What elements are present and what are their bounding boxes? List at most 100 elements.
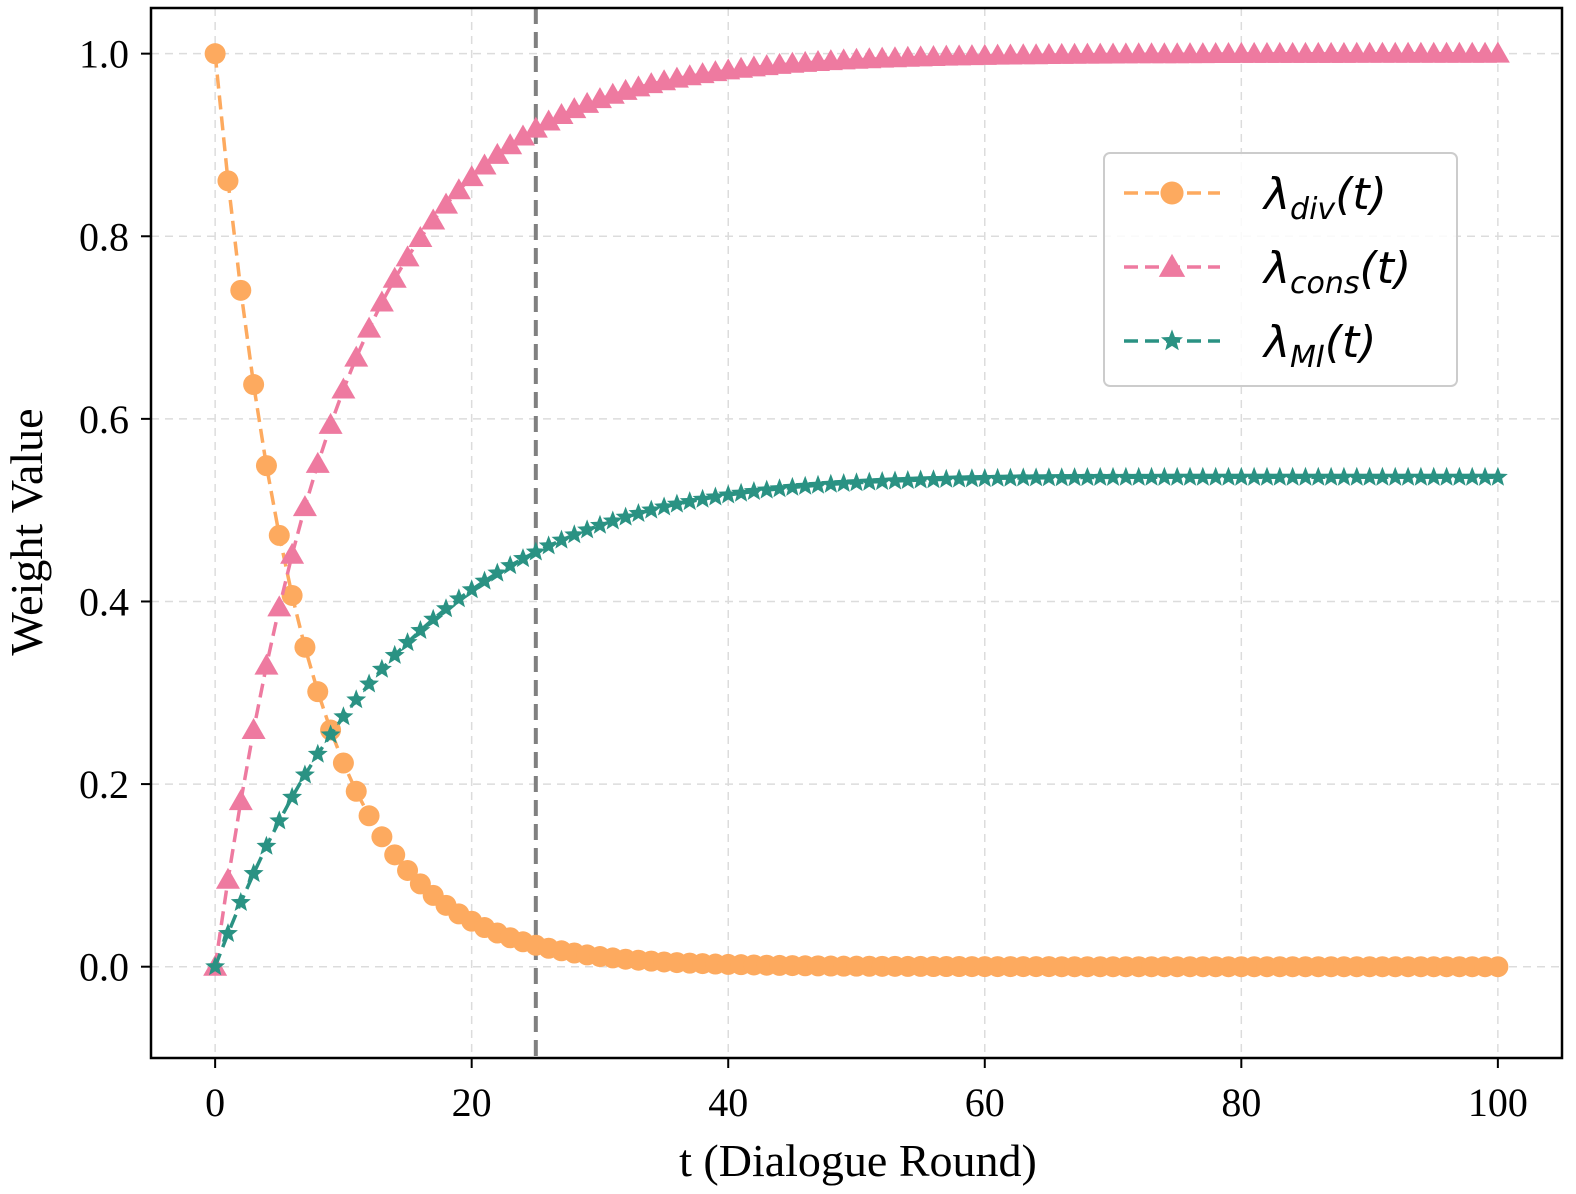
data-point — [833, 473, 854, 492]
data-point — [218, 923, 238, 942]
data-point — [421, 208, 446, 230]
x-tick-label: 80 — [1221, 1080, 1261, 1125]
data-point — [962, 468, 982, 488]
data-point — [1192, 466, 1213, 486]
data-point — [1485, 41, 1510, 63]
legend-item-mi: λMI(t) — [1124, 317, 1376, 375]
y-tick-label: 0.0 — [79, 945, 129, 990]
data-point — [1308, 466, 1329, 486]
data-point — [641, 499, 662, 519]
data-point — [808, 474, 828, 494]
data-point — [549, 103, 574, 125]
data-point — [1218, 466, 1239, 486]
data-point — [474, 570, 495, 590]
y-tick-label: 0.4 — [79, 579, 129, 624]
legend-label: λdiv(t) — [1262, 169, 1387, 227]
data-point — [679, 491, 700, 511]
data-point — [1064, 467, 1085, 487]
data-point — [397, 632, 418, 652]
data-point — [358, 805, 380, 827]
data-point — [692, 488, 713, 508]
data-point — [577, 519, 598, 539]
data-point — [318, 412, 343, 434]
data-point — [436, 598, 456, 618]
data-point — [1423, 466, 1444, 486]
data-point — [292, 495, 317, 517]
data-point — [459, 165, 484, 187]
y-tick-label: 0.8 — [79, 214, 129, 259]
data-point — [1321, 466, 1342, 486]
legend-box — [1103, 152, 1458, 387]
data-point — [1128, 466, 1149, 486]
data-point — [654, 496, 675, 516]
axis-ticks: 0 20 40 60 80 100 0.0 0.2 0.4 0.6 0.8 1.0 — [79, 32, 1528, 1125]
data-point — [307, 681, 329, 703]
data-point — [564, 524, 585, 544]
data-point — [820, 473, 841, 493]
x-tick-label: 100 — [1468, 1080, 1528, 1125]
data-point — [500, 555, 521, 575]
data-point — [1013, 467, 1034, 487]
data-point — [320, 724, 341, 744]
data-point — [371, 658, 392, 678]
data-point — [885, 470, 905, 490]
data-point — [1462, 466, 1483, 486]
data-point — [974, 468, 995, 487]
data-point — [269, 810, 290, 830]
x-tick-label: 60 — [965, 1080, 1005, 1125]
data-point — [498, 133, 523, 155]
data-point — [1244, 466, 1265, 486]
data-point — [1090, 466, 1111, 486]
data-point — [1487, 466, 1508, 486]
legend-label: λMI(t) — [1262, 317, 1376, 375]
data-point — [1103, 466, 1123, 486]
data-point — [923, 469, 944, 489]
data-point — [1077, 467, 1098, 486]
data-point — [525, 541, 546, 561]
data-point — [1475, 466, 1495, 486]
data-point — [1282, 466, 1303, 486]
data-point — [215, 867, 240, 889]
data-point — [718, 484, 739, 504]
y-tick-label: 1.0 — [79, 32, 129, 77]
data-point — [267, 595, 292, 617]
data-point — [1385, 466, 1406, 486]
data-point — [1167, 466, 1188, 486]
data-point — [204, 43, 226, 65]
data-point — [859, 471, 880, 491]
data-point — [205, 956, 226, 976]
legend-label: λcons(t) — [1262, 243, 1411, 301]
data-point — [423, 608, 444, 628]
data-point — [1000, 467, 1021, 487]
plot-frame — [149, 6, 1564, 1060]
data-point — [590, 514, 610, 534]
data-point — [628, 503, 649, 522]
data-point — [602, 510, 623, 530]
legend-marker — [1161, 329, 1183, 351]
data-point — [1346, 466, 1367, 486]
data-point — [331, 377, 356, 399]
legend-item-cons: λcons(t) — [1124, 243, 1411, 301]
series-div — [204, 43, 1509, 978]
data-point — [410, 620, 431, 639]
data-point — [1141, 466, 1162, 486]
data-point — [1231, 466, 1252, 486]
data-point — [1269, 466, 1290, 486]
x-tick-label: 0 — [205, 1080, 225, 1125]
data-point — [332, 752, 354, 774]
data-point — [280, 542, 305, 564]
data-point — [485, 142, 510, 164]
y-axis-label: Weight Value — [1, 408, 52, 655]
data-point — [1205, 466, 1226, 486]
data-point — [294, 636, 316, 658]
data-point — [397, 859, 419, 881]
data-point — [510, 124, 535, 146]
data-point — [513, 548, 533, 568]
x-axis-label: t (Dialogue Round) — [679, 1135, 1037, 1186]
data-point — [615, 506, 636, 526]
data-point — [1398, 466, 1419, 486]
data-point — [1359, 466, 1380, 486]
data-point — [795, 475, 816, 495]
data-point — [256, 835, 277, 855]
data-point — [472, 153, 497, 175]
